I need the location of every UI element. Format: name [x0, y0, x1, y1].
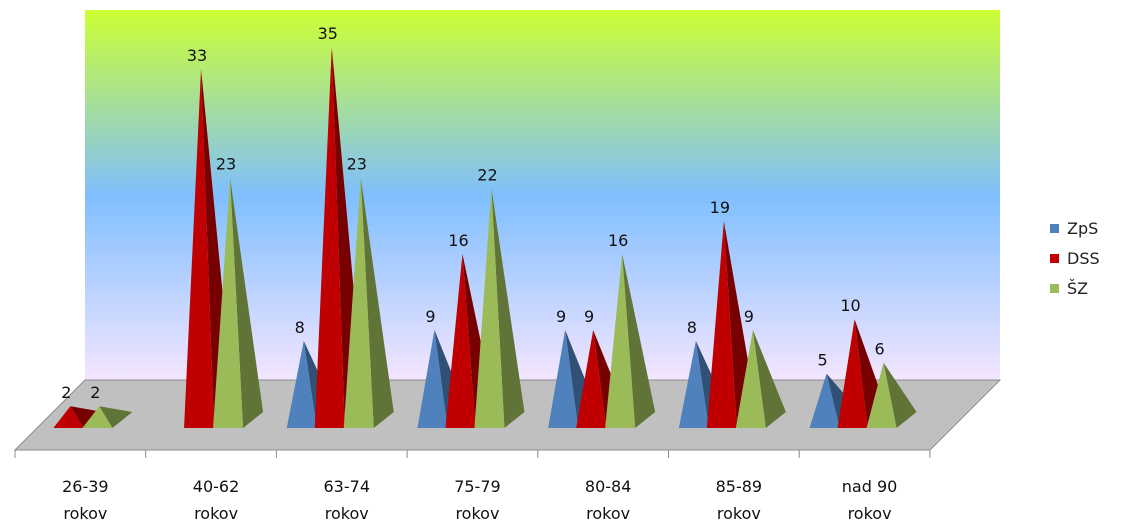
data-label-dss: 35 [318, 24, 338, 43]
pyramid-side-face [99, 406, 133, 428]
legend-label-sz: ŠZ [1067, 278, 1089, 298]
data-label-dss: 33 [187, 46, 207, 65]
legend-swatch-zps [1050, 223, 1059, 233]
pyramid-side-face [230, 177, 264, 428]
pyramid-front-face [706, 221, 737, 428]
pyramid-sz [343, 177, 394, 428]
pyramid-front-face [82, 406, 113, 428]
pyramid-front-face [343, 177, 374, 428]
pyramid-sz [213, 177, 264, 428]
legend-swatch-sz [1050, 283, 1059, 293]
data-label-zps: 8 [687, 318, 697, 337]
x-tick-label: 80-84 rokov [585, 477, 632, 523]
data-label-sz: 23 [347, 155, 367, 174]
pyramid-front-face [474, 188, 505, 428]
data-label-sz: 23 [216, 155, 236, 174]
pyramid-front-face [678, 340, 709, 428]
x-axis-tick-labels: 26-39 rokov 40-62 rokov 63-74 rokov 75-79 rokov… [62, 477, 897, 523]
x-axis-ticks [14, 450, 931, 458]
x-tick-label: 75-79 rokov [454, 477, 501, 523]
legend-item-dss: DSS [1050, 243, 1100, 273]
x-tick-label: 63-74 rokov [324, 477, 371, 523]
legend-swatch-dss [1050, 253, 1059, 263]
x-tick-label: 40-62 rokov [193, 477, 240, 523]
data-label-dss: 9 [584, 307, 594, 326]
pyramid-side-face [752, 330, 786, 428]
data-label-zps: 9 [556, 307, 566, 326]
data-label-sz: 9 [744, 307, 754, 326]
pyramid-side-face [360, 177, 394, 428]
pyramid-front-face [445, 253, 476, 428]
pyramid-sz [735, 330, 786, 428]
pyramid-front-face [53, 406, 84, 428]
pyramid-bars [53, 47, 917, 429]
pyramid-front-face [213, 177, 244, 428]
pyramid-front-face [576, 330, 607, 428]
pyramid-side-face [491, 188, 525, 428]
pyramid-front-face [866, 362, 897, 428]
data-label-dss: 16 [448, 231, 468, 250]
data-label-sz: 16 [608, 231, 628, 250]
legend-item-zps: ZpS [1050, 213, 1100, 243]
data-label-sz: 6 [874, 340, 884, 359]
data-label-zps: 5 [817, 351, 827, 370]
pyramid-side-face [883, 362, 917, 428]
pyramid-front-face [809, 373, 840, 428]
x-tick-label: 85-89 rokov [716, 477, 763, 523]
pyramid-front-face [548, 330, 579, 428]
pyramid-front-face [184, 68, 215, 429]
pyramid-sz [82, 406, 133, 428]
pyramid-sz [474, 188, 525, 428]
pyramid-sz [605, 253, 656, 428]
legend-label-dss: DSS [1067, 248, 1100, 268]
pyramid-side-face [622, 253, 656, 428]
x-tick-label: nad 90 rokov [842, 477, 898, 523]
data-label-sz: 22 [477, 166, 497, 185]
pyramid-front-face [735, 330, 766, 428]
data-label-dss: 2 [61, 383, 71, 402]
pyramid-front-face [417, 330, 448, 428]
x-tick-label: 26-39 rokov [62, 477, 109, 523]
data-label-zps: 8 [295, 318, 305, 337]
legend: ZpS DSS ŠZ [1050, 213, 1100, 303]
data-label-dss: 19 [710, 198, 730, 217]
pyramid-front-face [314, 47, 345, 428]
pyramid-front-face [286, 340, 317, 428]
legend-item-sz: ŠZ [1050, 273, 1100, 303]
data-label-dss: 10 [840, 296, 860, 315]
data-label-zps: 9 [425, 307, 435, 326]
pyramid-sz [866, 362, 917, 428]
data-label-sz: 2 [90, 383, 100, 402]
pyramid-front-face [605, 253, 636, 428]
legend-label-zps: ZpS [1067, 218, 1099, 238]
pyramid-front-face [837, 319, 868, 428]
